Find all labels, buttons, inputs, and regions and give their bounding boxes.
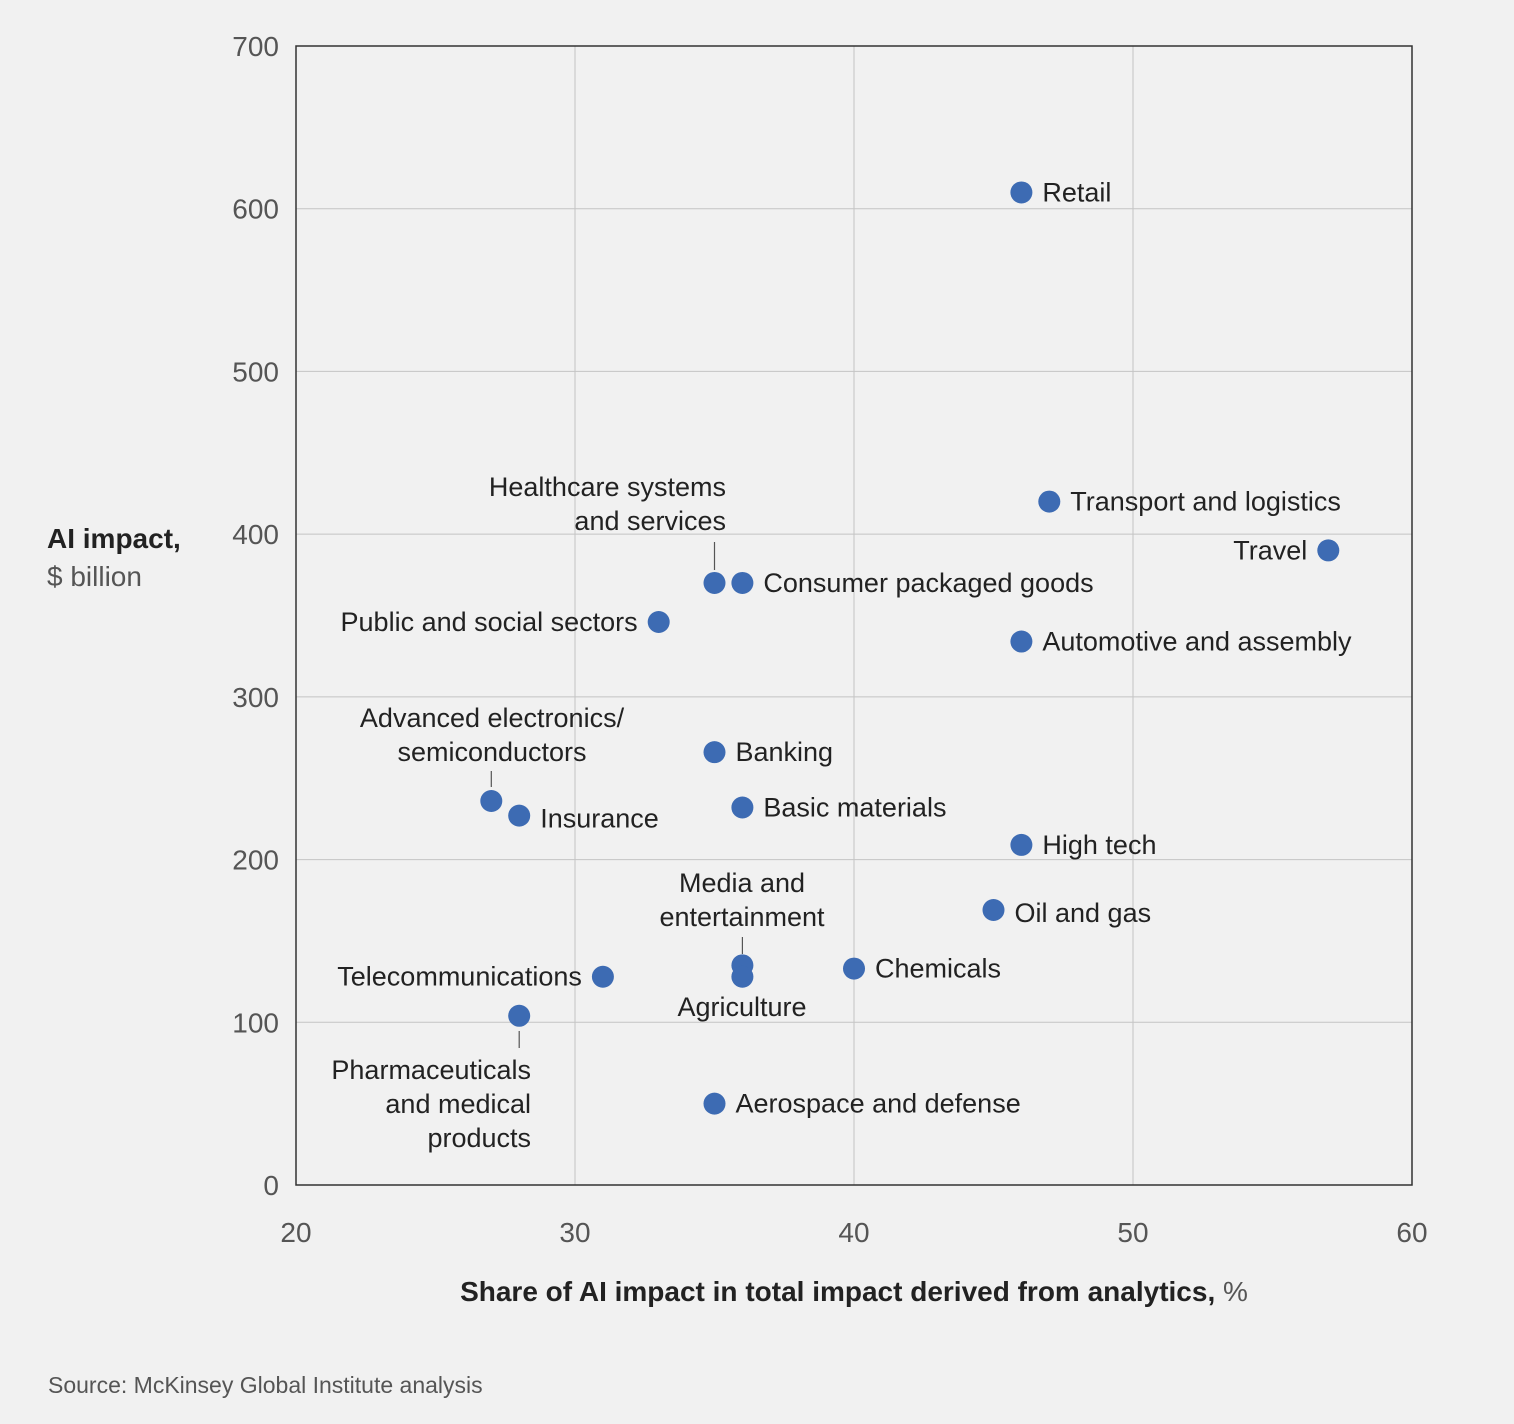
data-point xyxy=(703,741,726,764)
point-label: Retail xyxy=(1042,177,1111,207)
data-point xyxy=(703,571,726,594)
y-axis-label: AI impact, xyxy=(47,523,181,554)
point-label: Banking xyxy=(736,737,834,767)
y-tick-label: 100 xyxy=(232,1007,279,1038)
point-label: Healthcare systems xyxy=(489,472,726,502)
plot-frame xyxy=(295,45,1413,1186)
point-label: Oil and gas xyxy=(1015,898,1152,928)
point-label: products xyxy=(427,1123,531,1153)
point-label: Aerospace and defense xyxy=(736,1089,1021,1119)
data-point xyxy=(508,804,531,827)
y-tick-label: 700 xyxy=(232,31,279,62)
data-points xyxy=(480,181,1340,1115)
x-tick-label: 40 xyxy=(838,1217,869,1248)
y-axis-title: AI impact, $ billion xyxy=(47,520,181,596)
point-label: Agriculture xyxy=(677,992,806,1022)
y-axis-unit: $ billion xyxy=(47,561,142,592)
point-label: Pharmaceuticals xyxy=(331,1055,531,1085)
point-label: Insurance xyxy=(540,804,659,834)
point-label: Basic materials xyxy=(763,793,946,823)
point-label: Transport and logistics xyxy=(1070,487,1341,517)
x-axis-unit: % xyxy=(1223,1276,1248,1307)
data-point xyxy=(647,611,670,634)
point-label: and medical xyxy=(385,1089,531,1119)
point-label: Telecommunications xyxy=(337,962,582,992)
data-point xyxy=(1038,490,1061,513)
point-label: Consumer packaged goods xyxy=(763,568,1093,598)
data-point xyxy=(731,965,754,988)
y-tick-label: 600 xyxy=(232,194,279,225)
y-tick-label: 400 xyxy=(232,519,279,550)
source-note: Source: McKinsey Global Institute analys… xyxy=(48,1372,483,1398)
x-tick-label: 50 xyxy=(1117,1217,1148,1248)
point-label: Public and social sectors xyxy=(341,607,638,637)
grid-lines xyxy=(296,46,1412,1185)
point-label: and services xyxy=(574,506,726,536)
data-point xyxy=(731,571,754,594)
point-label: Advanced electronics/ xyxy=(360,703,625,733)
data-point xyxy=(1010,630,1033,653)
point-label: High tech xyxy=(1042,830,1156,860)
point-label: Travel xyxy=(1233,535,1307,565)
data-point xyxy=(731,796,754,819)
x-tick-label: 60 xyxy=(1396,1217,1427,1248)
point-label: semiconductors xyxy=(397,737,586,767)
y-tick-label: 0 xyxy=(263,1170,279,1201)
x-tick-label: 20 xyxy=(280,1217,311,1248)
x-axis-label: Share of AI impact in total impact deriv… xyxy=(460,1276,1216,1307)
data-point xyxy=(1010,181,1033,204)
point-label: entertainment xyxy=(659,902,825,932)
y-tick-label: 200 xyxy=(232,845,279,876)
data-point xyxy=(982,899,1005,922)
point-label: Media and xyxy=(679,868,805,898)
data-point xyxy=(703,1092,726,1115)
x-tick-label: 30 xyxy=(559,1217,590,1248)
x-axis-title: Share of AI impact in total impact deriv… xyxy=(296,1276,1412,1308)
y-tick-label: 500 xyxy=(232,356,279,387)
label-leader-lines xyxy=(490,542,744,1048)
point-label: Chemicals xyxy=(875,954,1001,984)
data-point xyxy=(508,1004,531,1027)
data-point xyxy=(480,789,503,812)
point-label: Automotive and assembly xyxy=(1042,627,1352,657)
y-tick-label: 300 xyxy=(232,682,279,713)
data-point xyxy=(843,957,865,980)
data-point xyxy=(591,965,614,988)
data-point xyxy=(1010,833,1033,856)
data-point xyxy=(1317,539,1340,562)
point-labels: Retail Transport and logistics Travel Healt… xyxy=(331,177,1352,1153)
